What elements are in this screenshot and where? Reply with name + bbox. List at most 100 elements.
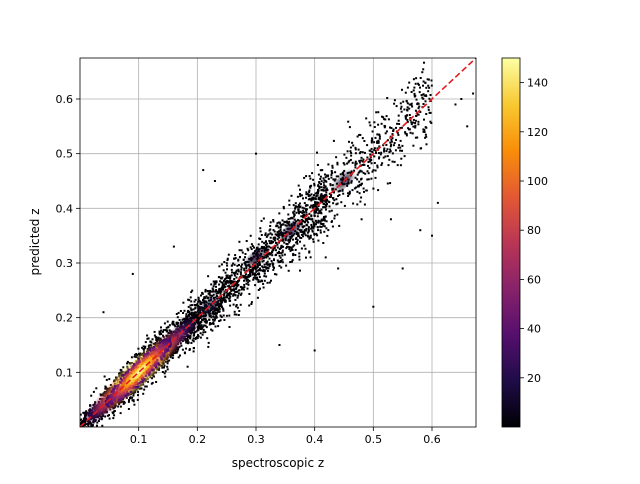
dense-point (139, 373, 141, 375)
scatter-point (297, 219, 299, 221)
scatter-point (172, 357, 174, 359)
scatter-point (373, 121, 375, 123)
scatter-point (359, 134, 361, 136)
scatter-point (204, 291, 206, 293)
scatter-point (309, 178, 311, 180)
scatter-point (108, 414, 110, 416)
scatter-point (227, 285, 229, 287)
scatter-point (428, 87, 430, 89)
scatter-point (332, 167, 334, 169)
scatter-point (197, 334, 199, 336)
scatter-point (383, 148, 385, 150)
scatter-point (263, 248, 265, 250)
scatter-point (223, 315, 225, 317)
scatter-point (236, 277, 238, 279)
scatter-point (400, 102, 402, 104)
scatter-point (132, 395, 134, 397)
scatter-point (101, 418, 103, 420)
scatter-point (229, 305, 231, 307)
scatter-point (235, 287, 237, 289)
scatter-point (245, 253, 247, 255)
scatter-point (299, 241, 301, 243)
scatter-point (261, 220, 263, 222)
scatter-point (325, 194, 327, 196)
scatter-point (369, 124, 371, 126)
scatter-point (427, 90, 429, 92)
scatter-point (134, 354, 136, 356)
scatter-point (231, 274, 233, 276)
scatter-point (182, 312, 184, 314)
scatter-point (425, 87, 427, 89)
scatter-point (137, 348, 139, 350)
scatter-point (299, 189, 301, 191)
scatter-point (265, 247, 267, 249)
scatter-point (278, 212, 280, 214)
scatter-point (331, 165, 333, 167)
scatter-point (390, 127, 392, 129)
scatter-point (104, 376, 106, 378)
scatter-point (204, 315, 206, 317)
scatter-point (302, 197, 304, 199)
scatter-point (302, 207, 304, 209)
scatter-point (226, 265, 228, 267)
scatter-point (325, 192, 327, 194)
scatter-point (160, 330, 162, 332)
scatter-point (194, 327, 196, 329)
scatter-point (193, 337, 195, 339)
scatter-point (325, 206, 327, 208)
scatter-point (83, 439, 85, 441)
scatter-point (298, 208, 300, 210)
scatter-point (292, 253, 294, 255)
scatter-point (295, 202, 297, 204)
scatter-point (208, 319, 210, 321)
scatter-point (397, 147, 399, 149)
scatter-point (201, 324, 203, 326)
scatter-point (158, 339, 160, 341)
scatter-point (228, 295, 230, 297)
scatter-point (257, 281, 259, 283)
scatter-point (137, 394, 139, 396)
scatter-point (413, 89, 415, 91)
scatter-point (85, 410, 87, 412)
scatter-point (200, 332, 202, 334)
scatter-point (166, 356, 168, 358)
scatter-point (223, 319, 225, 321)
scatter-point (327, 163, 329, 165)
scatter-point (269, 263, 271, 265)
scatter-point (310, 215, 312, 217)
scatter-point (347, 195, 349, 197)
scatter-point (298, 212, 300, 214)
scatter-point (415, 115, 417, 117)
scatter-point (95, 419, 97, 421)
scatter-point (320, 169, 322, 171)
scatter-point (421, 71, 423, 73)
scatter-point (264, 280, 266, 282)
scatter-point (89, 408, 91, 410)
scatter-point (305, 234, 307, 236)
scatter-point (229, 278, 231, 280)
scatter-point (225, 272, 227, 274)
dense-point (144, 366, 146, 368)
scatter-point (143, 389, 145, 391)
scatter-point (180, 342, 182, 344)
scatter-point (357, 136, 359, 138)
scatter-point (394, 142, 396, 144)
scatter-point (315, 212, 317, 214)
scatter-point (217, 325, 219, 327)
scatter-point (340, 173, 342, 175)
scatter-point (101, 425, 103, 427)
scatter-point (320, 220, 322, 222)
scatter-point (233, 289, 235, 291)
scatter-point (398, 120, 400, 122)
scatter-point (335, 198, 337, 200)
scatter-point (246, 276, 248, 278)
scatter-point (220, 315, 222, 317)
scatter-point (423, 103, 425, 105)
scatter-point (166, 358, 168, 360)
scatter-point (417, 123, 419, 125)
scatter-point (176, 322, 178, 324)
scatter-point (393, 103, 395, 105)
scatter-point (275, 233, 277, 235)
scatter-point (104, 416, 106, 418)
scatter-point (225, 277, 227, 279)
